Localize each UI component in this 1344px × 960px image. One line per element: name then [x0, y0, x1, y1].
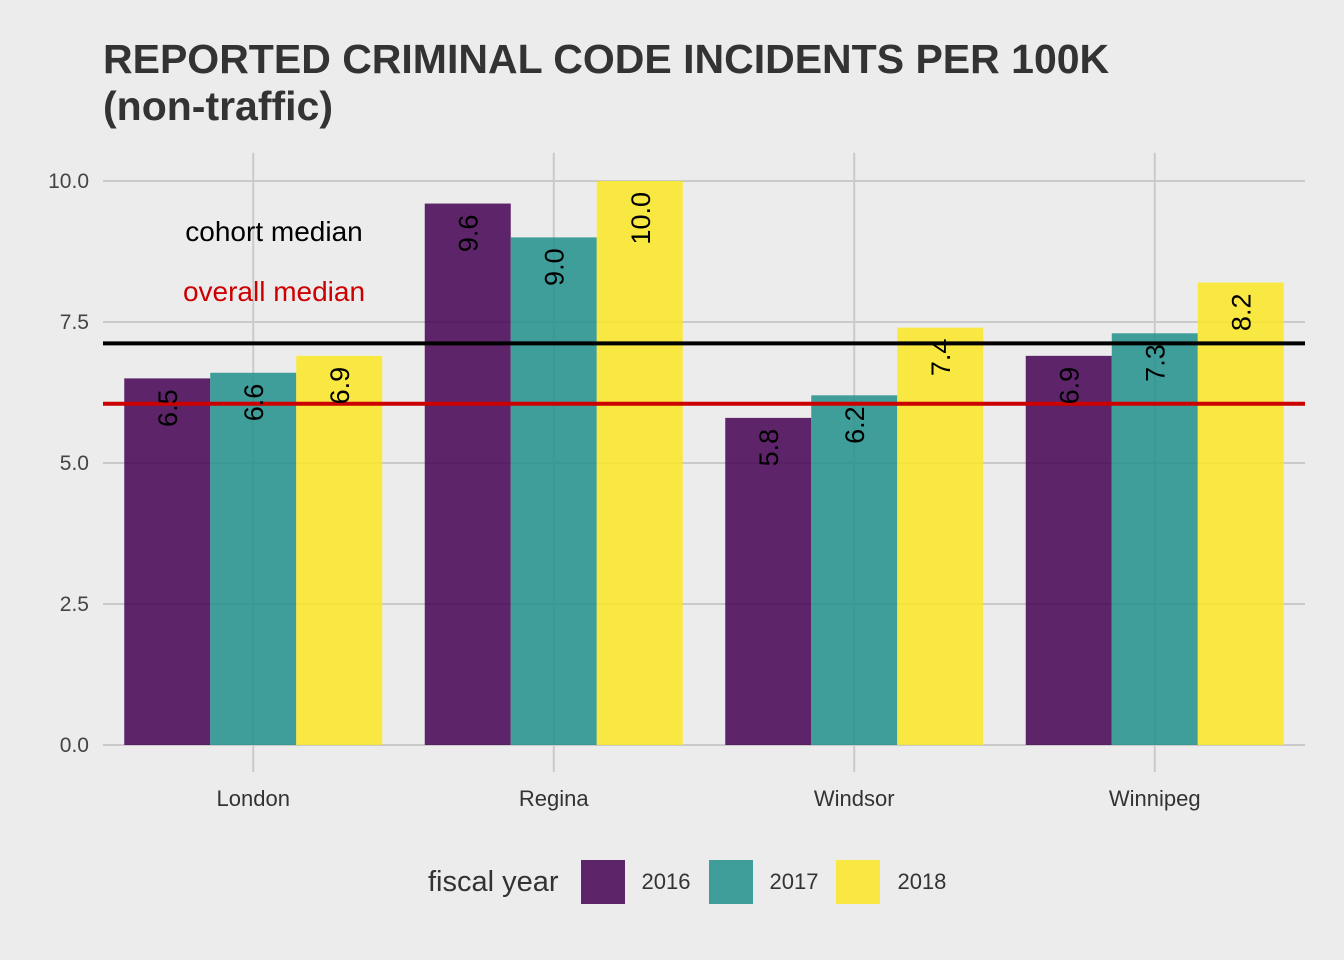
- bar-windsor-2017: [811, 395, 898, 745]
- chart-title: REPORTED CRIMINAL CODE INCIDENTS PER 100…: [103, 36, 1109, 130]
- bars-group: [124, 181, 1284, 745]
- bar-windsor-2018: [897, 327, 984, 745]
- bar-label: 7.3: [1141, 344, 1171, 382]
- y-tick-label: 10.0: [48, 170, 89, 193]
- bar-regina-2018: [596, 181, 683, 745]
- legend-item-2018: 2018: [836, 860, 946, 904]
- bar-regina-2016: [424, 203, 511, 745]
- bar-london-2016: [124, 378, 211, 745]
- bar-label: 6.9: [325, 367, 355, 405]
- bar-winnipeg-2018: [1197, 282, 1284, 745]
- bar-winnipeg-2016: [1025, 355, 1112, 745]
- legend-item-2016: 2016: [580, 860, 691, 904]
- annotations: cohort median overall median: [183, 216, 365, 307]
- bar-label: 9.0: [540, 248, 570, 286]
- legend-item-2017: 2017: [708, 860, 819, 904]
- y-tick-label: 0.0: [60, 734, 89, 757]
- bar-windsor-2016: [725, 417, 812, 745]
- bar-label: 8.2: [1227, 294, 1257, 332]
- bar-label: 6.9: [1055, 367, 1085, 405]
- bar-regina-2017: [510, 237, 597, 745]
- legend-title: fiscal year: [428, 865, 559, 898]
- x-tick-label: London: [217, 786, 290, 811]
- bar-london-2017: [210, 372, 297, 745]
- x-tick-label: Windsor: [814, 786, 895, 811]
- bar-label: 6.2: [840, 406, 870, 444]
- bar-label: 9.6: [454, 215, 484, 253]
- bar-labels: 6.5 6.6 6.9 9.6 9.0 10.0 5.8 6.2 7.4 6.9 7.3 8.2: [153, 192, 1257, 466]
- bar-london-2018: [296, 355, 383, 745]
- y-axis: 0.0 2.5 5.0 7.5 10.0: [48, 170, 89, 757]
- bar-label: 7.4: [926, 339, 956, 377]
- legend: fiscal year 2016 2017 2018: [428, 860, 964, 904]
- legend-label: 2017: [769, 869, 819, 894]
- y-tick-label: 2.5: [60, 593, 89, 616]
- bar-winnipeg-2017: [1111, 333, 1198, 745]
- chart-title-line2: (non-traffic): [103, 83, 334, 129]
- annotation-cohort-median: cohort median: [185, 216, 362, 247]
- bar-label: 6.5: [153, 389, 183, 427]
- annotation-overall-median: overall median: [183, 276, 365, 307]
- bar-label: 10.0: [626, 192, 656, 245]
- reference-lines: [103, 341, 1305, 406]
- legend-label: 2016: [641, 869, 691, 894]
- bar-label: 6.6: [239, 384, 269, 422]
- y-tick-label: 7.5: [60, 311, 89, 334]
- legend-swatch: [580, 860, 625, 904]
- y-tick-label: 5.0: [60, 452, 89, 475]
- bar-label: 5.8: [754, 429, 784, 467]
- legend-label: 2018: [897, 869, 947, 894]
- legend-swatch: [708, 860, 753, 904]
- x-tick-label: Regina: [519, 786, 589, 811]
- x-axis: London Regina Windsor Winnipeg: [217, 786, 1201, 811]
- legend-swatch: [836, 860, 881, 904]
- chart-title-line1: REPORTED CRIMINAL CODE INCIDENTS PER 100…: [103, 36, 1110, 82]
- x-tick-label: Winnipeg: [1109, 786, 1201, 811]
